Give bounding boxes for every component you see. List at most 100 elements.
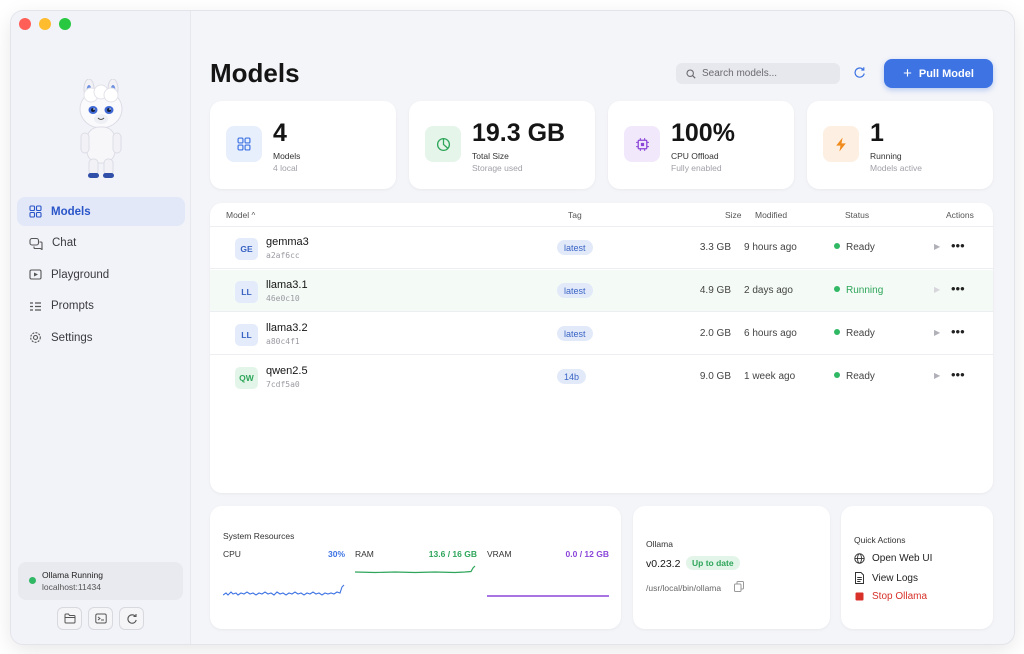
model-hash: a2af6cc [266, 251, 300, 260]
stat-card-size: 19.3 GB Total Size Storage used [409, 101, 595, 189]
stat-value: 19.3 GB [472, 119, 566, 147]
column-modified: Modified [755, 210, 788, 220]
model-size: 4.9 GB [699, 285, 731, 296]
model-avatar: LL [235, 324, 258, 346]
stat-sub: Fully enabled [671, 163, 722, 173]
minimize-window-button[interactable] [39, 18, 51, 30]
sidebar-item-prompts[interactable]: Prompts [17, 292, 185, 321]
status-dot-icon [834, 286, 840, 292]
stat-label: Models [273, 151, 301, 161]
sidebar: Models Chat Playground Prompts Settings … [11, 11, 191, 644]
server-status: Ollama Running localhost:11434 [18, 562, 183, 600]
table-row[interactable]: LL llama3.1 46e0c10 latest 4.9 GB 2 days… [210, 270, 993, 312]
stop-ollama-action[interactable]: Stop Ollama [854, 591, 927, 602]
model-name: gemma3 [266, 236, 309, 248]
system-resources-card: System Resources CPU 30% RAM 13.6 / 16 G… [210, 506, 621, 629]
table-header: Model ^ Tag Size Modified Status Actions [210, 203, 993, 227]
play-box-icon [29, 269, 42, 280]
play-icon[interactable]: ▶ [934, 285, 941, 294]
model-status-label: Ready [846, 328, 875, 339]
model-avatar: GE [235, 238, 258, 260]
sidebar-item-models[interactable]: Models [17, 197, 185, 226]
sidebar-item-label: Playground [51, 268, 110, 281]
pull-model-button[interactable]: + Pull Model [884, 59, 993, 88]
folder-icon [64, 613, 75, 624]
action-label: View Logs [872, 572, 918, 584]
more-options-icon[interactable]: ••• [951, 367, 965, 382]
column-tag: Tag [568, 210, 582, 220]
open-web-ui-action[interactable]: Open Web UI [854, 553, 932, 564]
app-window: Models Chat Playground Prompts Settings … [11, 11, 1014, 644]
table-row[interactable]: QW qwen2.5 7cdf5a0 14b 9.0 GB 1 week ago… [210, 356, 993, 398]
models-table: Model ^ Tag Size Modified Status Actions… [210, 203, 993, 493]
sidebar-item-label: Chat [52, 237, 77, 249]
stat-value: 1 [870, 119, 884, 147]
ram-value: 13.6 / 16 GB [428, 549, 477, 559]
vram-label: VRAM [487, 549, 512, 559]
model-size: 9.0 GB [699, 371, 731, 382]
refresh-icon[interactable] [853, 66, 866, 79]
close-window-button[interactable] [19, 18, 31, 30]
status-dot-icon [834, 372, 840, 378]
play-icon[interactable]: ▶ [934, 371, 941, 380]
table-row[interactable]: GE gemma3 a2af6cc latest 3.3 GB 9 hours … [210, 227, 993, 269]
stat-label: CPU Offload [671, 151, 719, 161]
cpu-value: 30% [327, 549, 345, 559]
stat-sub: Models active [870, 163, 922, 173]
ollama-title: Ollama [646, 539, 673, 549]
play-icon[interactable]: ▶ [934, 242, 941, 251]
plus-icon: + [903, 65, 912, 82]
zoom-window-button[interactable] [59, 18, 71, 30]
copy-icon[interactable] [734, 581, 744, 592]
model-avatar: QW [235, 367, 258, 389]
sidebar-item-settings[interactable]: Settings [17, 323, 185, 352]
sidebar-item-label: Prompts [51, 300, 94, 312]
open-folder-button[interactable] [57, 607, 82, 630]
window-controls [19, 18, 71, 30]
quick-actions-title: Quick Actions [854, 535, 906, 545]
model-modified: 1 week ago [744, 371, 796, 382]
model-hash: a80c4f1 [266, 337, 300, 346]
document-icon [855, 572, 864, 584]
stat-card-models: 4 Models 4 local [210, 101, 396, 189]
open-terminal-button[interactable] [88, 607, 113, 630]
page-title: Models [210, 58, 300, 88]
more-options-icon[interactable]: ••• [951, 238, 965, 253]
ollama-version: v0.23.2 [646, 558, 681, 570]
model-hash: 7cdf5a0 [266, 380, 300, 389]
grid-icon [226, 126, 262, 162]
model-modified: 6 hours ago [744, 328, 797, 339]
quick-actions-card: Quick Actions Open Web UI View Logs Stop… [841, 506, 993, 629]
restart-button[interactable] [119, 607, 144, 630]
cpu-sparkline [223, 584, 345, 596]
stat-sub: 4 local [273, 163, 298, 173]
vram-sparkline [487, 595, 609, 597]
more-options-icon[interactable]: ••• [951, 281, 965, 296]
model-hash: 46e0c10 [266, 294, 300, 303]
sidebar-item-chat[interactable]: Chat [17, 229, 185, 258]
ram-label: RAM [355, 549, 374, 559]
terminal-icon [94, 613, 107, 624]
search-input[interactable]: Search models... [676, 63, 840, 84]
model-name: llama3.1 [266, 279, 308, 291]
table-row[interactable]: LL llama3.2 a80c4f1 latest 2.0 GB 6 hour… [210, 313, 993, 355]
search-placeholder: Search models... [702, 68, 778, 79]
action-label: Stop Ollama [872, 591, 928, 602]
model-name: llama3.2 [266, 322, 308, 334]
restart-icon [126, 613, 137, 624]
sidebar-footer-buttons [57, 607, 144, 630]
play-icon[interactable]: ▶ [934, 328, 941, 337]
status-dot-icon [834, 243, 840, 249]
model-modified: 2 days ago [744, 285, 793, 296]
cpu-label: CPU [223, 549, 241, 559]
model-status: Running [834, 285, 883, 296]
bolt-icon [823, 126, 859, 162]
view-logs-action[interactable]: View Logs [854, 572, 918, 584]
sidebar-item-label: Settings [51, 331, 93, 344]
more-options-icon[interactable]: ••• [951, 324, 965, 339]
stat-label: Total Size [472, 151, 509, 161]
sidebar-item-playground[interactable]: Playground [17, 260, 185, 289]
column-size: Size [725, 210, 742, 220]
column-model[interactable]: Model ^ [226, 210, 255, 220]
stat-value: 4 [273, 119, 287, 147]
